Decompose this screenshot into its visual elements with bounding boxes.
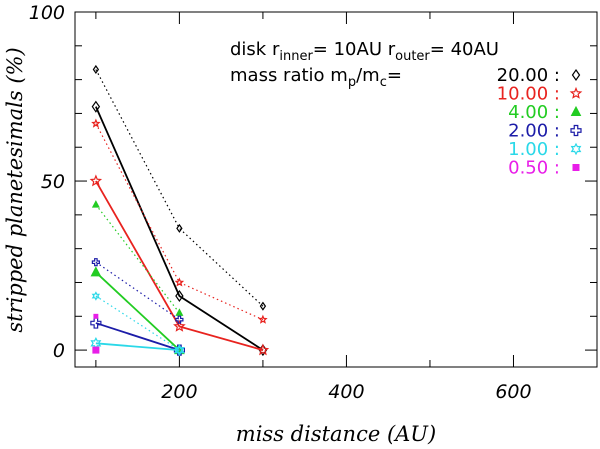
mass-slash: /m [356, 65, 380, 86]
legend-marker [570, 142, 582, 156]
y-tick-label: 0 [53, 340, 65, 362]
disk-annotation: disk rinner= 10AU router= 40AU [230, 39, 499, 64]
outer-value: = 40AU [430, 39, 499, 60]
solid-line [95, 342, 180, 351]
legend-marker [570, 124, 582, 137]
dotted-point [175, 308, 184, 316]
series-10.00 [89, 118, 270, 356]
legend-marker [572, 164, 580, 171]
series-4.00 [90, 200, 185, 355]
axis-ticks [75, 11, 598, 367]
dotted-point [91, 200, 100, 208]
x-tick-label: 400 [328, 381, 364, 403]
series-2.00 [90, 258, 185, 356]
series-layer [89, 64, 270, 357]
solid-line [95, 271, 181, 351]
dotted-line [95, 261, 180, 321]
solid-point [92, 346, 100, 354]
x-axis-title: miss distance (AU) [236, 422, 436, 446]
solid-line [95, 322, 180, 351]
dotted-point [176, 223, 183, 233]
legend-label: 10.00 : [497, 84, 560, 105]
dotted-point [91, 291, 101, 301]
plot-frame [74, 11, 598, 368]
legend-marker [569, 86, 583, 99]
solid-line [95, 106, 264, 351]
mass-prefix: mass ratio m [230, 65, 348, 86]
dotted-point [174, 277, 185, 287]
dotted-point [175, 345, 184, 355]
inner-value: = 10AU r [313, 39, 396, 60]
legend-marker [571, 68, 581, 82]
tick-labels: 200 400 600 0 50 100 [29, 2, 532, 403]
solid-point [173, 343, 185, 357]
inner-sub: inner [279, 49, 313, 64]
solid-point [173, 319, 186, 332]
dotted-line [95, 69, 264, 307]
solid-line [95, 180, 264, 351]
legend-label: 2.00 : [508, 121, 560, 142]
dotted-point [258, 314, 268, 324]
legend-label: 20.00 : [497, 65, 560, 86]
y-axis-title: stripped planetesimals (%) [3, 47, 27, 332]
solid-point [90, 266, 102, 277]
solid-point [91, 100, 101, 113]
dotted-line [95, 295, 180, 351]
dotted-line [95, 123, 264, 321]
mass-sub-p: p [348, 75, 356, 90]
dotted-point [91, 118, 101, 128]
mass-sub-c: c [380, 75, 387, 90]
legend-marker [570, 105, 582, 116]
dotted-point [91, 258, 100, 267]
solid-point [175, 289, 184, 303]
disk-prefix: disk r [230, 39, 280, 60]
solid-point [90, 317, 102, 329]
solid-point [89, 174, 103, 187]
x-tick-label: 200 [161, 381, 197, 403]
dotted-point [259, 301, 267, 311]
series-0.50 [92, 313, 100, 354]
legend-label: 0.50 : [508, 158, 560, 179]
legend-label: 1.00 : [508, 139, 560, 160]
dotted-point [175, 315, 184, 324]
dotted-line [95, 204, 180, 314]
y-tick-label: 100 [29, 2, 65, 24]
outer-sub: outer [395, 49, 430, 64]
legend-label: 4.00 : [508, 102, 560, 123]
dotted-point [92, 64, 100, 75]
mass-eq: = [387, 65, 402, 86]
series-1.00 [90, 291, 185, 357]
y-tick-label: 50 [41, 171, 65, 193]
solid-point [256, 343, 270, 356]
dotted-point [93, 313, 99, 319]
mass-ratio-annotation: mass ratio mp/mc= [230, 65, 402, 90]
legend: 20.00 :10.00 :4.00 :2.00 :1.00 :0.50 : [497, 65, 583, 179]
x-tick-label: 600 [495, 381, 531, 403]
